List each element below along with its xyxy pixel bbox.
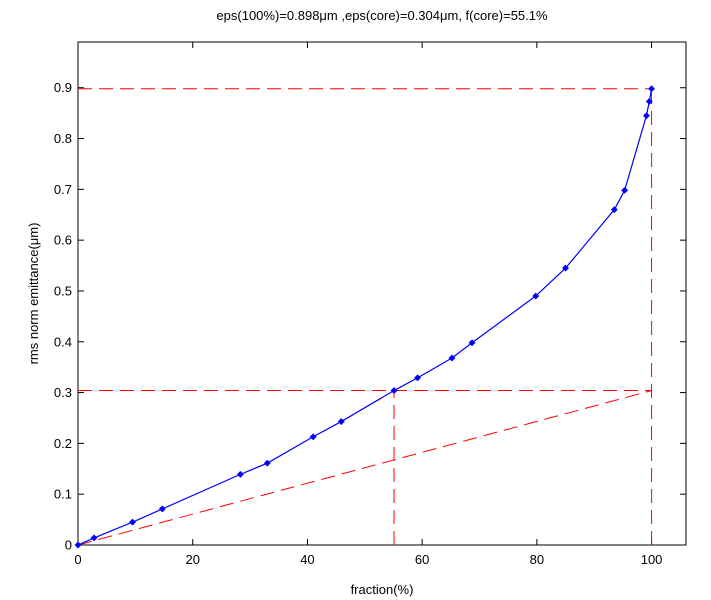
y-tick-label: 0.5 <box>54 283 72 298</box>
y-tick-label: 0.4 <box>54 334 72 349</box>
y-axis-ticks: 0 0.1 0.2 0.3 0.4 0.5 0.6 0.7 0.8 0.9 <box>54 80 686 553</box>
data-point <box>90 534 98 542</box>
x-tick-label: 80 <box>530 552 544 567</box>
y-tick-label: 0.6 <box>54 233 72 248</box>
y-tick-label: 0.1 <box>54 487 72 502</box>
plot-frame <box>77 41 687 546</box>
y-tick-label: 0.3 <box>54 385 72 400</box>
data-point <box>448 354 456 362</box>
data-point <box>390 386 398 395</box>
x-tick-label: 60 <box>415 552 429 567</box>
y-tick-label: 0.2 <box>54 436 72 451</box>
x-axis-ticks: 0 20 40 60 80 100 <box>74 42 662 567</box>
y-tick-label: 0.8 <box>54 131 72 146</box>
y-tick-label: 0 <box>65 538 72 553</box>
data-point <box>610 206 618 214</box>
data-point <box>648 85 656 93</box>
data-point <box>414 374 422 382</box>
data-point <box>532 292 540 300</box>
data-point <box>309 433 317 441</box>
data-point <box>337 417 345 426</box>
data-point <box>561 264 570 272</box>
x-tick-label: 0 <box>74 552 81 567</box>
data-point <box>263 459 271 467</box>
y-tick-label: 0.7 <box>54 182 72 197</box>
x-axis-label: fraction(%) <box>351 582 414 597</box>
series-line <box>77 88 653 546</box>
chart-title: eps(100%)=0.898μm ,eps(core)=0.304μm, f(… <box>216 8 548 23</box>
data-point <box>236 470 244 478</box>
x-tick-label: 20 <box>185 552 199 567</box>
data-point <box>621 186 629 194</box>
data-point <box>645 97 653 105</box>
reference-lines <box>77 88 653 546</box>
y-axis-label: rms norm emittance(μm) <box>26 223 41 365</box>
data-point <box>74 541 82 549</box>
x-tick-label: 100 <box>641 552 663 567</box>
core-diagonal-line <box>77 390 652 546</box>
data-point <box>158 505 166 513</box>
data-point <box>642 112 650 120</box>
data-point <box>468 339 476 347</box>
y-tick-label: 0.9 <box>54 80 72 95</box>
data-point <box>128 518 137 526</box>
x-tick-label: 40 <box>300 552 314 567</box>
series-layer <box>74 85 656 549</box>
